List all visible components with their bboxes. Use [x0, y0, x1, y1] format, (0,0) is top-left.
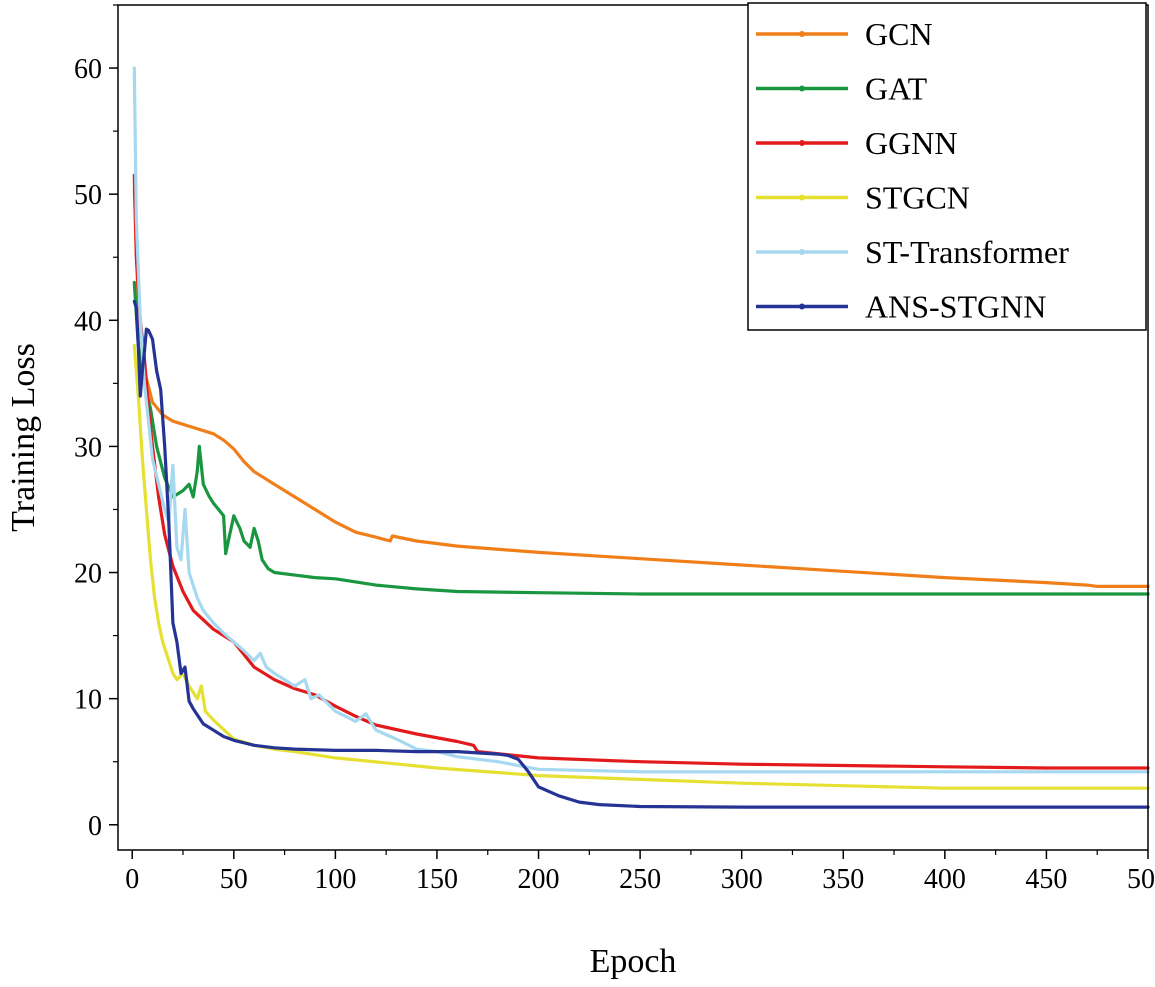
x-tick-label: 50 [220, 864, 248, 895]
legend-marker-ans-stgnn [799, 303, 805, 310]
y-tick-label: 0 [88, 811, 102, 842]
legend-label-gcn: GCN [865, 16, 933, 52]
legend-marker-gcn [799, 31, 805, 37]
legend-label-ggnn: GGNN [865, 125, 957, 161]
axis-ticks: 0 50 100 150 200 250 300 350 400 450 500 0 10 20 30 40 5… [74, 4, 1155, 895]
series-line-ans-stgnn [132, 299, 1150, 809]
legend-label-stgcn: STGCN [865, 180, 970, 216]
x-tick-label: 300 [721, 864, 763, 895]
legend-label-st-transformer: ST-Transformer [865, 234, 1069, 270]
x-axis-title: Epoch [590, 943, 677, 980]
series-line-st-transformer [132, 66, 1150, 774]
x-tick-label: 0 [125, 864, 139, 895]
x-tick-label: 150 [416, 864, 458, 895]
x-tick-label: 200 [518, 864, 560, 895]
x-tick-label: 400 [924, 864, 966, 895]
y-tick-label: 10 [74, 685, 102, 716]
legend-label-ans-stgnn: ANS-STGNN [865, 289, 1046, 325]
series-line-stgcn [132, 343, 1150, 790]
series-line-gcn [132, 186, 1150, 589]
legend-marker-gat [799, 85, 805, 92]
series-lines [132, 66, 1150, 809]
plot-area-frame [117, 4, 1149, 851]
legend-marker-ggnn [799, 140, 805, 146]
legend-marker-stgcn [799, 194, 805, 201]
x-tick-label: 350 [822, 864, 864, 895]
series-line-gat [132, 280, 1150, 596]
y-tick-label: 30 [74, 432, 102, 463]
x-tick-label: 450 [1025, 864, 1067, 895]
legend-marker-st-transformer [799, 249, 805, 255]
legend-label-gat: GAT [865, 71, 928, 107]
y-axis-title: Training Loss [5, 343, 42, 532]
x-tick-label: 100 [314, 864, 356, 895]
y-tick-label: 50 [74, 180, 102, 211]
legend-box [747, 2, 1147, 331]
x-tick-label: 250 [619, 864, 661, 895]
y-tick-label: 60 [74, 54, 102, 85]
x-tick-label: 500 [1127, 864, 1155, 895]
y-tick-label: 40 [74, 306, 102, 337]
legend: GCN GAT GGNN STGCN ST-Transformer ANS-STGNN [747, 2, 1147, 331]
y-tick-label: 20 [74, 559, 102, 590]
